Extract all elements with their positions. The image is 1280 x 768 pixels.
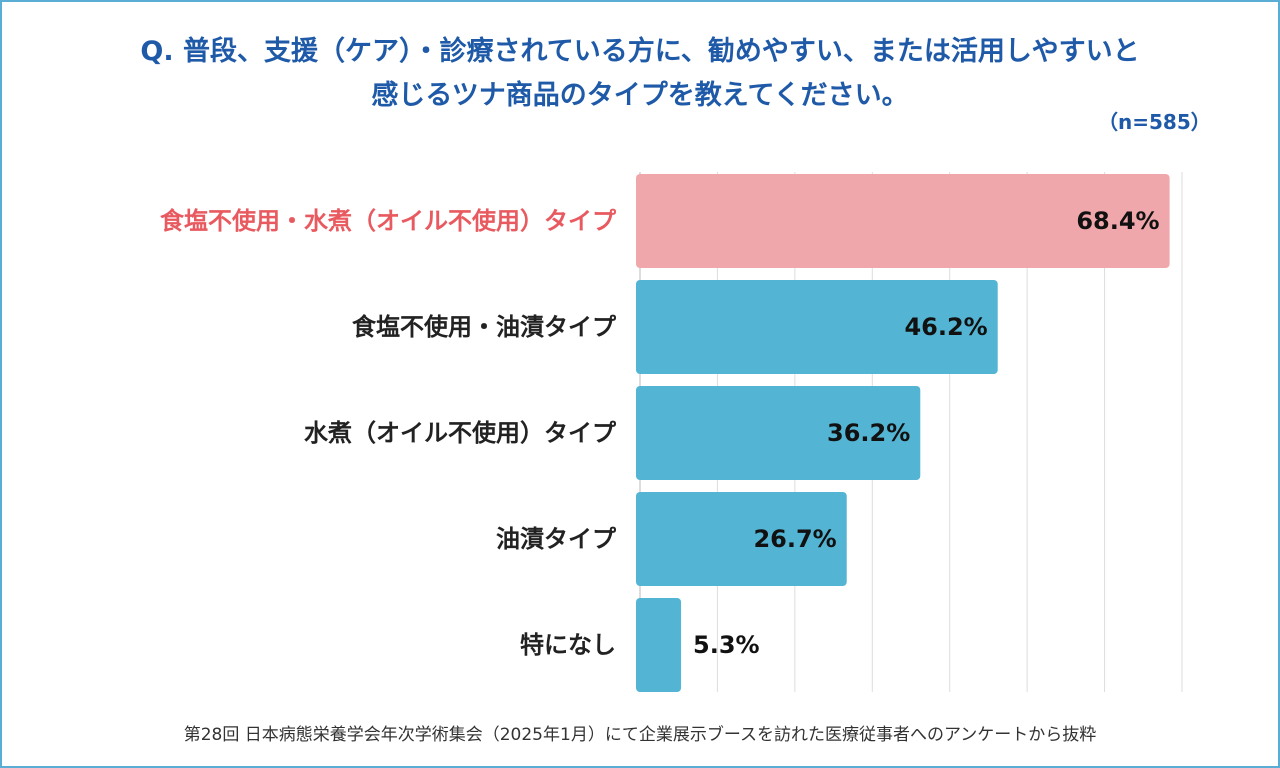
value-label-0: 68.4%	[1076, 207, 1159, 235]
value-label-4: 5.3%	[693, 631, 760, 659]
bars	[636, 174, 1170, 692]
value-label-3: 26.7%	[753, 525, 836, 553]
bar-4	[636, 598, 682, 692]
question-title-line-2: 感じるツナ商品のタイプを教えてください。	[371, 80, 909, 111]
source-footnote: 第28回 日本病態栄養学会年次学術集会（2025年1月）にて企業展示ブースを訪れ…	[183, 725, 1097, 745]
value-labels: 68.4% 46.2% 36.2% 26.7% 5.3%	[693, 207, 1160, 659]
bar-3	[636, 492, 847, 586]
category-label-0: 食塩不使用・水煮（オイル不使用）タイプ	[160, 207, 617, 235]
bar-0	[636, 174, 1170, 268]
bar-1	[636, 280, 998, 374]
category-label-2: 水煮（オイル不使用）タイプ	[304, 419, 617, 447]
category-label-1: 食塩不使用・油漬タイプ	[352, 313, 617, 341]
category-label-4: 特になし	[520, 631, 616, 659]
value-label-1: 46.2%	[904, 313, 987, 341]
category-label-3: 油漬タイプ	[496, 525, 617, 553]
question-title: Q. 普段、支援（ケア）・診療されている方に、勧めやすい、または活用しやすいと …	[40, 30, 1240, 118]
category-labels: 食塩不使用・水煮（オイル不使用）タイプ食塩不使用・油漬タイプ水煮（オイル不使用）…	[160, 207, 617, 659]
bar-2	[636, 386, 921, 480]
value-label-2: 36.2%	[827, 419, 910, 447]
question-title-line-1: Q. 普段、支援（ケア）・診療されている方に、勧めやすい、または活用しやすいと	[140, 36, 1140, 67]
sample-size-label: （n=585）	[1098, 110, 1211, 134]
